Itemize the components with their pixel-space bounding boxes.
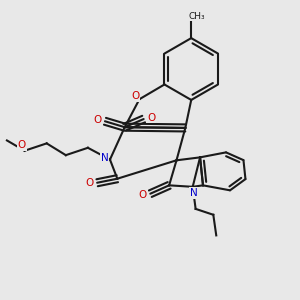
Text: N: N <box>101 153 109 163</box>
Text: O: O <box>131 91 139 101</box>
Text: O: O <box>85 178 94 188</box>
Text: N: N <box>190 188 198 198</box>
Text: CH₃: CH₃ <box>189 11 206 20</box>
Text: O: O <box>17 140 26 150</box>
Text: O: O <box>139 190 147 200</box>
Text: O: O <box>147 112 155 123</box>
Text: O: O <box>94 115 102 125</box>
